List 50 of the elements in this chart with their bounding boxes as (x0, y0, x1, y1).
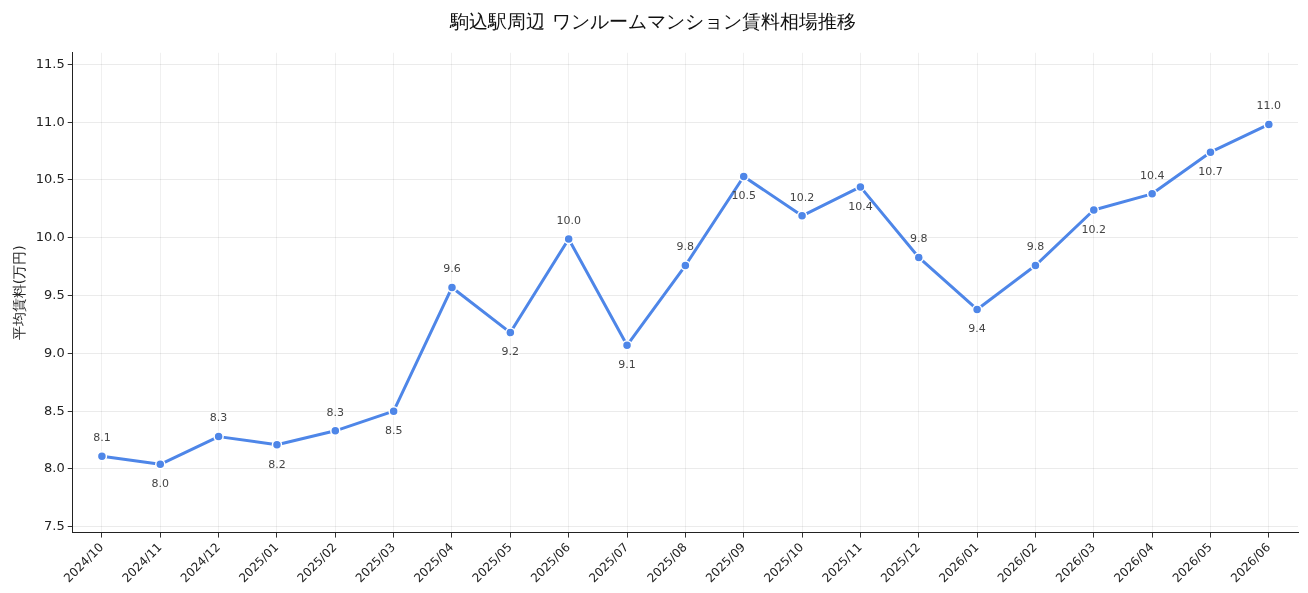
point (738, 171, 749, 182)
point (680, 260, 691, 271)
data-label: 9.4 (968, 322, 986, 336)
data-label: 10.0 (556, 213, 581, 227)
y-axis-title: 平均賃料(万円) (11, 245, 28, 341)
data-label: 10.7 (1198, 165, 1223, 179)
point (1030, 260, 1041, 271)
y-tick-label: 11.0 (35, 113, 65, 129)
data-label: 10.4 (848, 199, 873, 213)
y-tick-label: 10.0 (35, 229, 65, 245)
data-label: 10.2 (789, 190, 815, 204)
data-label: 10.5 (731, 189, 756, 203)
point (330, 425, 341, 437)
y-tick-label: 8.0 (44, 460, 65, 476)
point (563, 233, 574, 245)
y-tick-label: 9.0 (44, 344, 65, 360)
point (1146, 188, 1158, 200)
data-label: 9.8 (676, 240, 695, 254)
y-tick-label: 8.5 (44, 402, 65, 418)
y-tick-label: 7.5 (44, 518, 65, 534)
data-label: 9.1 (618, 358, 636, 372)
data-label: 8.2 (268, 457, 286, 471)
data-label: 9.8 (1026, 240, 1045, 254)
y-tick-label: 11.5 (35, 55, 65, 71)
data-label: 10.2 (1081, 222, 1107, 236)
data-label: 9.8 (910, 232, 928, 246)
point (913, 252, 925, 263)
point (971, 304, 983, 315)
point (155, 459, 166, 470)
point (796, 210, 808, 222)
data-label: 8.1 (93, 431, 111, 445)
y-tick-label: 9.5 (44, 286, 65, 302)
data-label: 8.3 (326, 405, 345, 419)
data-label: 9.2 (501, 345, 520, 359)
point (505, 327, 516, 338)
point (271, 439, 283, 450)
point (1205, 146, 1216, 158)
data-label: 10.4 (1139, 168, 1165, 182)
point (1263, 119, 1275, 130)
data-label: 9.6 (443, 262, 461, 276)
chart-title: 駒込駅周辺 ワンルームマンション賃料相場推移 (449, 10, 856, 33)
data-label: 11.0 (1256, 99, 1282, 113)
data-label: 8.0 (151, 477, 170, 491)
point (213, 431, 224, 442)
y-tick-label: 10.5 (35, 171, 65, 187)
point (388, 405, 399, 417)
point (1088, 204, 1100, 216)
data-label: 8.5 (384, 424, 403, 438)
data-label: 8.3 (209, 411, 228, 425)
point (855, 181, 866, 193)
